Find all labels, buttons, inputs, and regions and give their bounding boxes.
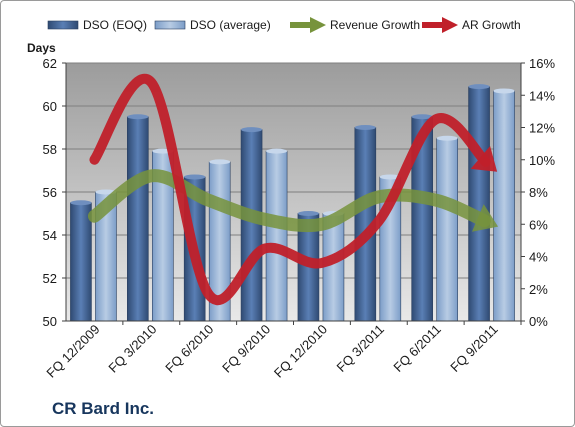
legend-arrowhead (310, 17, 326, 33)
y-tick-label: 62 (43, 56, 57, 71)
y-tick-label: 52 (43, 271, 57, 286)
bar-dso-eoq (240, 129, 263, 322)
line-ar-growth (89, 73, 491, 306)
ar-growth-arrowhead (470, 146, 498, 172)
bar-dso-eoq-top (354, 125, 376, 130)
x-tick-label: FQ 3/2010 (105, 322, 159, 376)
bar-dso-eoq (468, 86, 490, 322)
bar-dso-eoq-top (468, 84, 490, 90)
y-tick-label: 56 (43, 185, 57, 200)
bar-dso-eoq-top (297, 211, 319, 216)
y-axis-label: Days (27, 41, 56, 55)
bar-dso-average-top (436, 135, 458, 141)
y-tick-label: 54 (43, 228, 57, 243)
x-tick-label: FQ 12/2009 (43, 322, 102, 381)
y-tick-label: 50 (43, 314, 57, 329)
x-tick-label: FQ 3/2011 (334, 322, 387, 375)
y-tick-label: 60 (43, 99, 57, 114)
bar-dso-average-top (379, 174, 401, 180)
bar-dso-eoq-top (127, 114, 149, 120)
bar-dso-average (493, 90, 515, 322)
y2-tick-label: 6% (529, 217, 548, 232)
bar-dso-eoq (70, 202, 92, 322)
legend-arrowhead (442, 17, 458, 33)
line-revenue-growth (87, 169, 491, 233)
legend: DSO (EOQ) DSO (average) Revenue Growth AR G… (47, 17, 521, 33)
x-tick-label: FQ 12/2010 (271, 322, 330, 381)
bar-dso-average-top (493, 88, 515, 94)
y2-tick-label: 0% (529, 314, 548, 329)
y2-tick-label: 14% (529, 88, 555, 103)
bar-dso-average-top (266, 148, 288, 154)
legend-swatch (47, 20, 79, 30)
bar-dso-eoq-top (241, 127, 263, 133)
y2-tick-label: 8% (529, 185, 548, 200)
legend-label: DSO (EOQ) (83, 18, 147, 32)
y2-tick-label: 10% (529, 153, 555, 168)
bar-dso-eoq-top (184, 174, 206, 180)
y2-tick-label: 4% (529, 250, 548, 265)
bar-dso-average-top (209, 159, 231, 165)
bar-dso-eoq-top (411, 114, 433, 120)
bar-dso-eoq (127, 116, 149, 322)
x-tick-label: FQ 6/2011 (390, 322, 443, 375)
x-tick-label: FQ 6/2010 (162, 322, 216, 376)
bar-dso-average (436, 137, 458, 322)
y-tick-label: 58 (43, 142, 57, 157)
y2-tick-label: 16% (529, 56, 555, 71)
x-tick-label: FQ 9/2010 (219, 322, 273, 376)
x-tick-label: FQ 9/2011 (447, 322, 500, 375)
legend-label: Revenue Growth (330, 18, 420, 32)
legend-label: DSO (average) (190, 18, 271, 32)
company-name: CR Bard Inc. (52, 399, 155, 418)
y2-tick-label: 2% (529, 282, 548, 297)
bar-dso-average (265, 150, 288, 322)
growth-lines (87, 73, 499, 306)
legend-label: AR Growth (462, 18, 521, 32)
revenue-growth-arrowhead (471, 204, 499, 232)
y2-tick-label: 12% (529, 121, 555, 136)
legend-swatch (154, 20, 186, 30)
bar-dso-eoq-top (70, 200, 92, 206)
